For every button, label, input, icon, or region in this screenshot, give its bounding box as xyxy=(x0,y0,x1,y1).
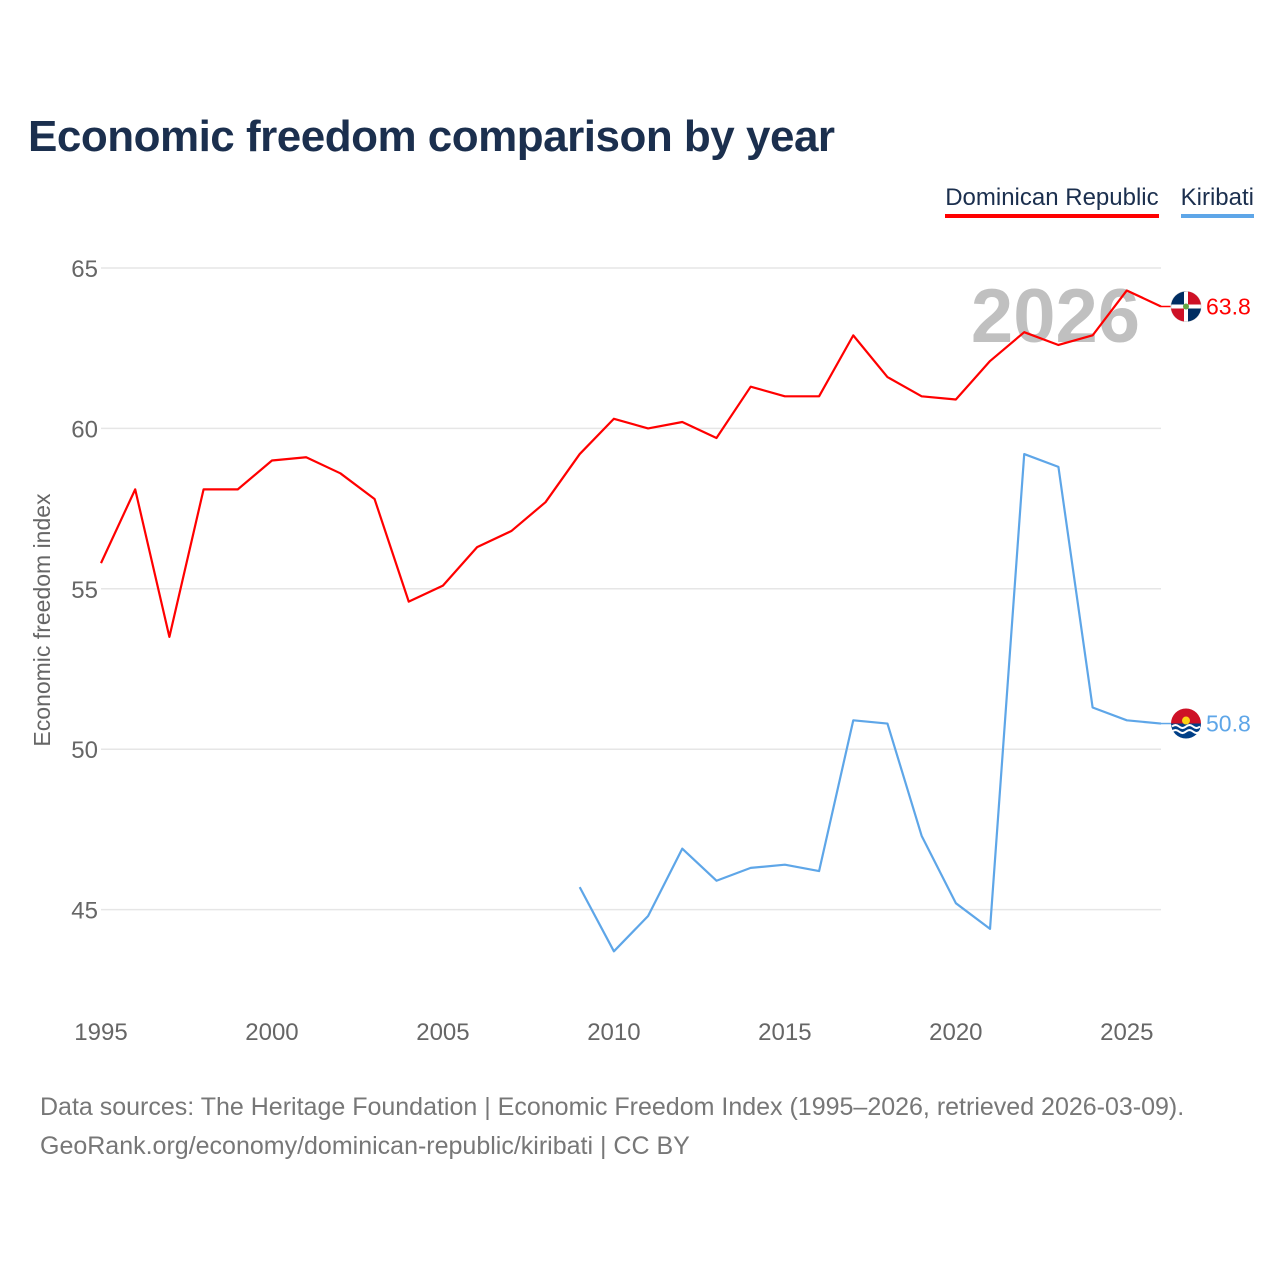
flag-quarter xyxy=(1188,308,1201,322)
flag-wave xyxy=(1171,724,1201,730)
x-tick-label: 1995 xyxy=(74,1019,127,1046)
source-note: Data sources: The Heritage Foundation | … xyxy=(40,1088,1184,1166)
x-tick-label: 2000 xyxy=(245,1019,298,1046)
y-tick-label: 55 xyxy=(71,577,98,604)
source-line-1: Data sources: The Heritage Foundation | … xyxy=(40,1093,1185,1121)
x-tick-label: 2020 xyxy=(929,1019,982,1046)
flag-sun xyxy=(1182,716,1190,725)
flag-emblem xyxy=(1183,303,1189,310)
y-tick-label: 65 xyxy=(71,256,98,283)
x-tick-label: 2005 xyxy=(416,1019,469,1046)
x-tick-label: 2015 xyxy=(758,1019,811,1046)
y-tick-label: 50 xyxy=(71,737,98,764)
y-axis-label: Economic freedom index xyxy=(29,493,55,747)
year-watermark: 2026 xyxy=(971,274,1140,359)
flag-quarter xyxy=(1171,308,1184,322)
source-line-2[interactable]: GeoRank.org/economy/dominican-republic/k… xyxy=(40,1132,690,1160)
series-line-dominican-republic xyxy=(100,289,1162,639)
kiribati-flag-icon xyxy=(1171,708,1201,724)
y-tick-label: 45 xyxy=(71,898,98,925)
legend-item-kiribati[interactable]: Kiribati xyxy=(1180,184,1254,218)
series-line-kiribati xyxy=(578,452,1162,953)
end-value-label-dominican-republic: 63.8 xyxy=(1206,293,1251,319)
legend: Dominican Republic Kiribati xyxy=(945,184,1254,218)
flag-quarter xyxy=(1171,291,1186,307)
flag-quarter xyxy=(1188,291,1201,305)
y-tick-label: 60 xyxy=(71,416,98,443)
x-tick-label: 2010 xyxy=(587,1019,640,1046)
legend-item-dominican-republic[interactable]: Dominican Republic xyxy=(945,184,1159,218)
end-value-label-kiribati: 50.8 xyxy=(1206,711,1251,737)
x-tick-label: 2025 xyxy=(1100,1019,1153,1046)
chart-title: Economic freedom comparison by year xyxy=(28,112,835,161)
flag-wave xyxy=(1171,729,1201,735)
